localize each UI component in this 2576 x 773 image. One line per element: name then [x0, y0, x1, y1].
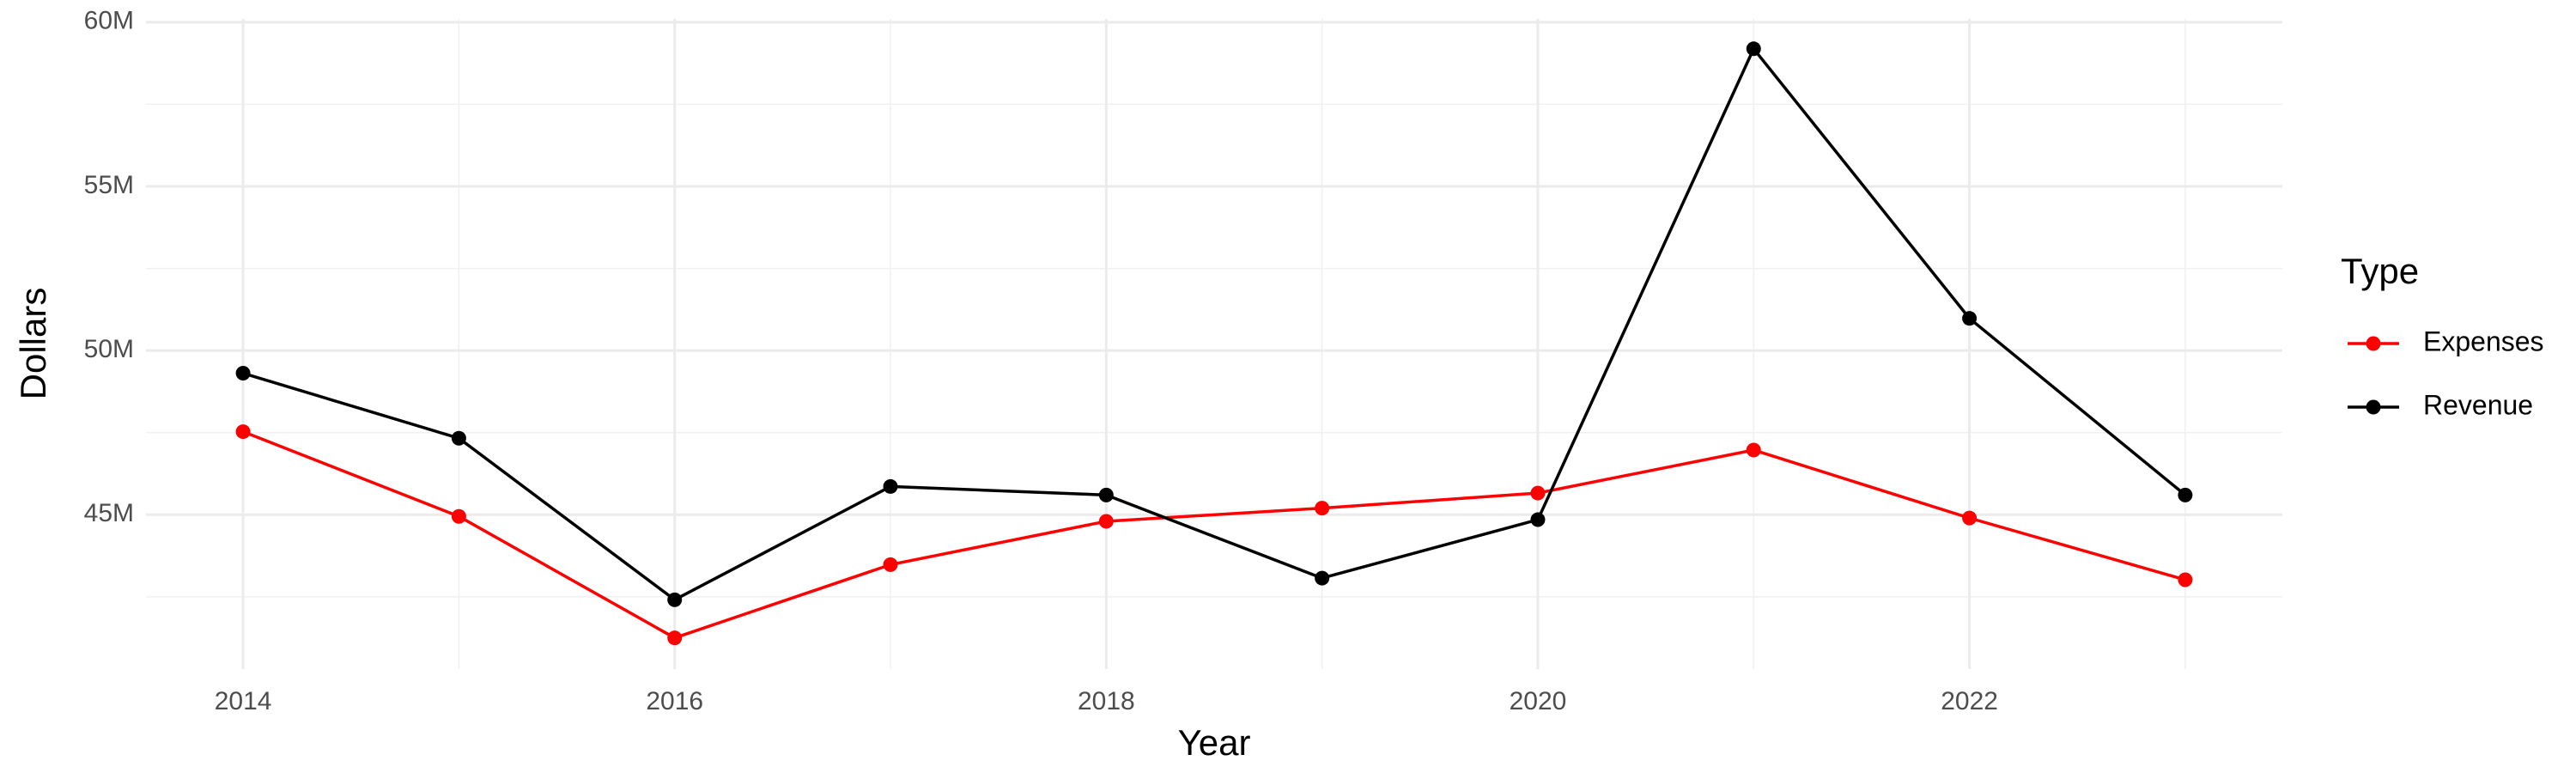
data-point [1530, 485, 1546, 501]
data-point [1315, 570, 1330, 586]
data-point [451, 508, 466, 524]
series-line [242, 429, 2186, 640]
data-point [667, 592, 683, 607]
data-point [1315, 501, 1330, 516]
series-line [242, 46, 2187, 602]
legend-key-point [2366, 336, 2381, 351]
data-point [1746, 442, 1761, 458]
data-point [451, 430, 466, 446]
data-point [235, 366, 251, 381]
y-tick-label: 45M [84, 499, 134, 527]
data-point [1530, 512, 1546, 527]
x-tick-label: 2022 [1941, 687, 1998, 715]
data-point [883, 478, 898, 494]
x-tick-label: 2018 [1078, 687, 1135, 715]
legend-label: Revenue [2423, 389, 2533, 420]
x-tick-label: 2016 [646, 687, 703, 715]
data-point [1098, 487, 1114, 502]
data-point [2178, 572, 2193, 587]
data-point [2178, 487, 2193, 502]
data-point [1962, 311, 1978, 326]
x-tick-label: 2020 [1510, 687, 1567, 715]
data-point [235, 424, 251, 440]
y-tick-label: 50M [84, 335, 134, 363]
legend-label: Expenses [2423, 326, 2544, 356]
y-tick-label: 55M [84, 171, 134, 199]
y-tick-label: 60M [84, 7, 134, 35]
data-point [1098, 514, 1114, 529]
data-point [667, 630, 683, 646]
data-point [1746, 41, 1761, 57]
x-axis-title: Year [1178, 722, 1251, 763]
data-point [1962, 510, 1978, 526]
legend-key-point [2366, 399, 2381, 415]
legend-title: Type [2341, 251, 2419, 291]
data-point [883, 557, 898, 572]
x-tick-label: 2014 [215, 687, 272, 715]
y-axis-title: Dollars [13, 288, 53, 400]
